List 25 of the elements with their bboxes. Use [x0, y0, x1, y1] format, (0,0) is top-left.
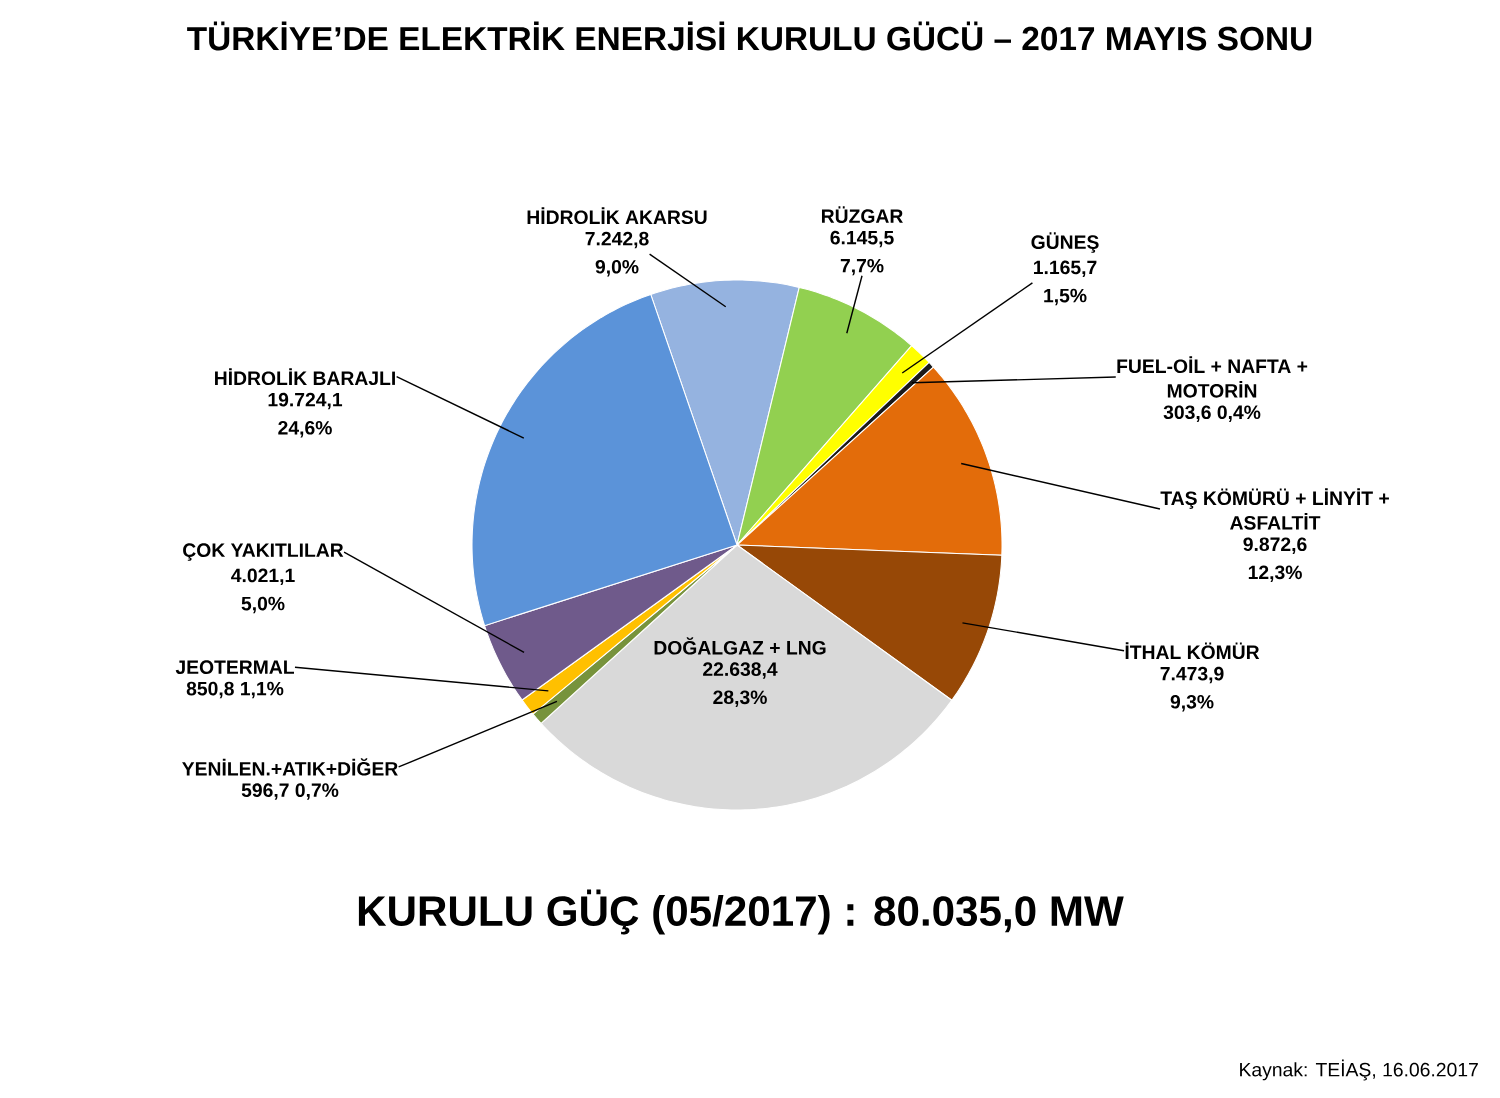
- slice-label: HİDROLİK AKARSU: [527, 207, 707, 225]
- data-label: 1.165,7 1,5%: [1033, 260, 1097, 306]
- data-label: 22.638,4 28,3%: [703, 662, 778, 707]
- text: Kaynak: TEİAŞ, 16.06.2017: [1240, 1059, 1478, 1081]
- slice-label: FUEL-OİL + NAFTA + MOTORİN: [1117, 356, 1308, 398]
- slice-label: TAŞ KÖMÜRÜ + LİNYİT + ASFALTİT: [1160, 488, 1389, 530]
- data-label: 596,7 0,7%: [241, 783, 339, 800]
- chart-title: TÜRKİYE’DE ELEKTRİK ENERJİSİ KURULU GÜCÜ – 2017 MAYIS SONU: [187, 21, 1312, 51]
- data-label: 7.473,9 9,3%: [1160, 666, 1224, 712]
- slice-label: HİDROLİK BARAJLI: [215, 368, 395, 386]
- data-label: 303,6 0,4%: [1163, 405, 1261, 422]
- slice-label: RÜZGAR: [821, 206, 903, 224]
- slice-label: İTHAL KÖMÜR: [1125, 642, 1260, 660]
- slice-label: ÇOK YAKITLILAR: [183, 543, 344, 561]
- data-label: 850,8 1,1%: [186, 681, 284, 699]
- slice-label: DOĞALGAZ + LNG: [654, 637, 826, 655]
- slice-label: GÜNEŞ: [1031, 232, 1099, 253]
- data-label: 7.242,8 9,0%: [585, 231, 649, 277]
- data-label: 19.724,1 24,6%: [268, 392, 343, 438]
- data-label: 4.021,1 5,0%: [231, 568, 295, 614]
- slice-label: JEOTERMAL: [175, 660, 295, 675]
- data-label: 6.145,5 7,7%: [830, 230, 894, 276]
- text: KURULU GÜÇ (05/2017) : 80.035,0 MW: [358, 889, 1124, 935]
- data-label: 9.872,6 12,3%: [1243, 537, 1307, 583]
- slice-label: YENİLEN.+ATIK+DİĞER: [182, 758, 398, 776]
